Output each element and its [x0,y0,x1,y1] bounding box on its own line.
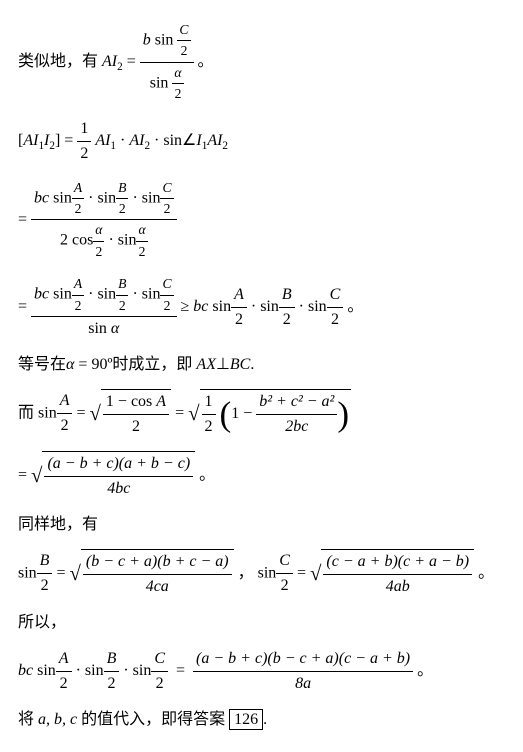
ge-sign: ≥ [181,298,194,315]
sqrt-1minuscosA-2: 1 − cos A2 [90,389,172,439]
frac-step2: bc sinA2 · sinB2 · sinC2 sin α [31,274,176,341]
line-sinA2-derivation: 而 sinA2 = 1 − cos A2 = 12 (1 − b² + c² −… [18,389,505,439]
line-eq-step1: = bc sinA2 · sinB2 · sinC2 2 cosα2 · sin… [18,178,505,263]
sqrt-bca-4ca: (b − c + a)(b + c − a)4ca [69,549,233,599]
eq-sign: = [127,53,140,70]
line-equality-condition: 等号在α = 90º时成立，即 AX⊥BC. [18,353,505,377]
sqrt-half-lawcos: 12 (1 − b² + c² − a²2bc) [188,389,351,439]
line-final-expression: bc sinA2 · sinB2 · sinC2 = (a − b + c)(b… [18,647,505,696]
sqrt-cab-4ab: (c − a + b)(c + a − b)4ab [310,549,474,599]
boxed-answer: 126 [229,709,263,730]
expr-AI2: AI2 [102,53,127,70]
line-area-AI1I2: [AI1I2] = 12 AI1 · AI2 · sin∠I1AI2 [18,117,505,166]
sqrt-abc-4bc: (a − b + c)(a + b − c)4bc [31,451,195,501]
line-sinB2-sinC2: sinB2 = (b − c + a)(b + c − a)4ca ， sinC… [18,549,505,599]
frac-one-half: 12 [77,117,91,166]
text-similarly: 类似地，有 [18,53,102,70]
period: 。 [198,53,214,70]
frac-step1: bc sinA2 · sinB2 · sinC2 2 cosα2 · sinα2 [31,178,176,263]
line-eq-step2: = bc sinA2 · sinB2 · sinC2 sin α ≥ bc si… [18,274,505,341]
line-therefore: 所以， [18,611,505,635]
line-similarly2: 同样地，有 [18,513,505,537]
frac-bsinC2-over-sinalpha2: b sin C2 sin α2 [140,20,194,105]
line-similarly-AI2: 类似地，有 AI2 = b sin C2 sin α2 。 [18,20,505,105]
line-sinA2-result: = (a − b + c)(a + b − c)4bc 。 [18,451,505,501]
line-answer: 将 a, b, c 的值代入，即得答案 126. [18,708,505,732]
frac-final: (a − b + c)(b − c + a)(c − a + b) 8a [193,647,413,696]
